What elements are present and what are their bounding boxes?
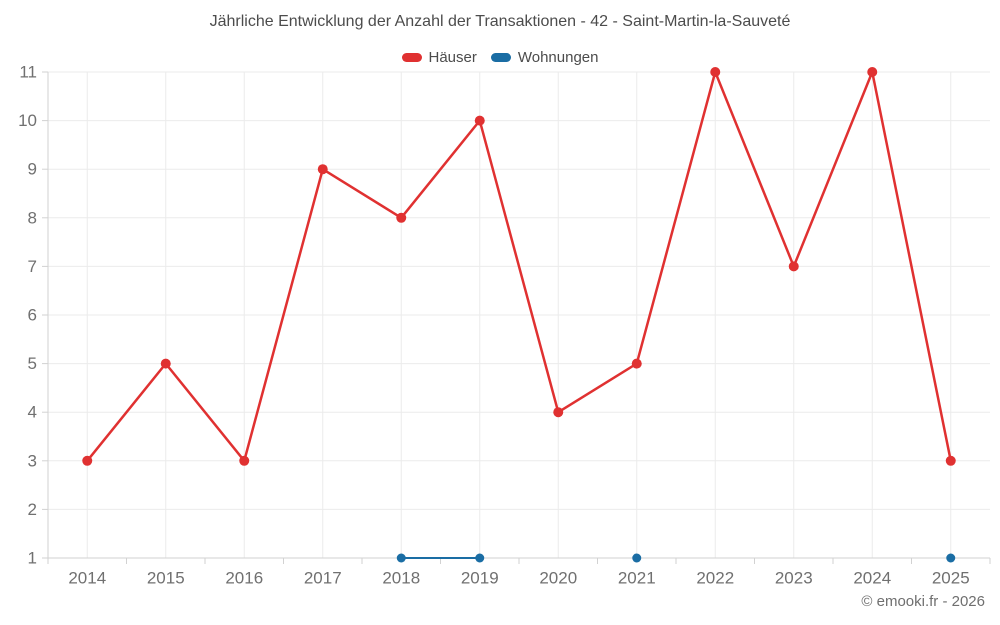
legend-item-hauser[interactable]: Häuser (401, 48, 477, 66)
y-axis-label: 4 (28, 403, 37, 422)
data-point-wohnungen[interactable] (396, 553, 406, 563)
y-axis-label: 1 (28, 549, 37, 568)
x-axis-label: 2018 (382, 569, 420, 588)
legend-label: Wohnungen (517, 48, 599, 66)
data-point-wohnungen[interactable] (946, 553, 956, 563)
x-axis-label: 2021 (618, 569, 656, 588)
legend-swatch (401, 52, 422, 62)
data-point-hauser[interactable] (631, 358, 642, 369)
x-axis-label: 2025 (932, 569, 970, 588)
data-point-hauser[interactable] (867, 67, 878, 77)
y-axis-label: 9 (28, 160, 37, 179)
copyright-text: © emooki.fr - 2026 (861, 593, 985, 610)
legend: Häuser Wohnungen (0, 46, 1000, 68)
chart-title: Jährliche Entwicklung der Anzahl der Tra… (209, 13, 791, 30)
x-axis-label: 2014 (68, 569, 106, 588)
data-point-hauser[interactable] (945, 455, 956, 466)
data-point-hauser[interactable] (788, 261, 799, 272)
data-point-hauser[interactable] (317, 164, 328, 175)
data-point-wohnungen[interactable] (632, 553, 642, 563)
data-point-hauser[interactable] (474, 115, 485, 126)
x-axis-label: 2016 (225, 569, 263, 588)
data-point-hauser[interactable] (82, 455, 93, 466)
legend-label: Häuser (428, 48, 477, 66)
legend-swatch (490, 52, 511, 62)
data-point-hauser[interactable] (396, 212, 407, 223)
y-axis-label: 5 (28, 354, 37, 373)
y-axis-label: 11 (19, 63, 37, 82)
series-line-hauser (86, 70, 952, 463)
data-point-hauser[interactable] (239, 455, 250, 466)
y-axis-label: 3 (28, 451, 37, 470)
data-point-hauser[interactable] (553, 407, 564, 418)
x-axis-label: 2023 (775, 569, 813, 588)
y-axis-label: 7 (28, 257, 37, 276)
x-axis-label: 2024 (853, 569, 891, 588)
y-axis-label: 10 (18, 111, 37, 130)
y-axis-label: 6 (28, 306, 37, 325)
x-axis-label: 2019 (461, 569, 499, 588)
data-point-hauser[interactable] (160, 358, 171, 369)
x-axis-label: 2017 (304, 569, 342, 588)
x-axis-label: 2015 (147, 569, 185, 588)
legend-item-wohnungen[interactable]: Wohnungen (490, 48, 599, 66)
data-point-wohnungen[interactable] (475, 553, 485, 563)
y-axis-label: 2 (28, 500, 37, 519)
x-axis-label: 2020 (539, 569, 577, 588)
data-point-hauser[interactable] (710, 67, 721, 77)
y-axis-label: 8 (28, 208, 37, 227)
x-axis-label: 2022 (696, 569, 734, 588)
